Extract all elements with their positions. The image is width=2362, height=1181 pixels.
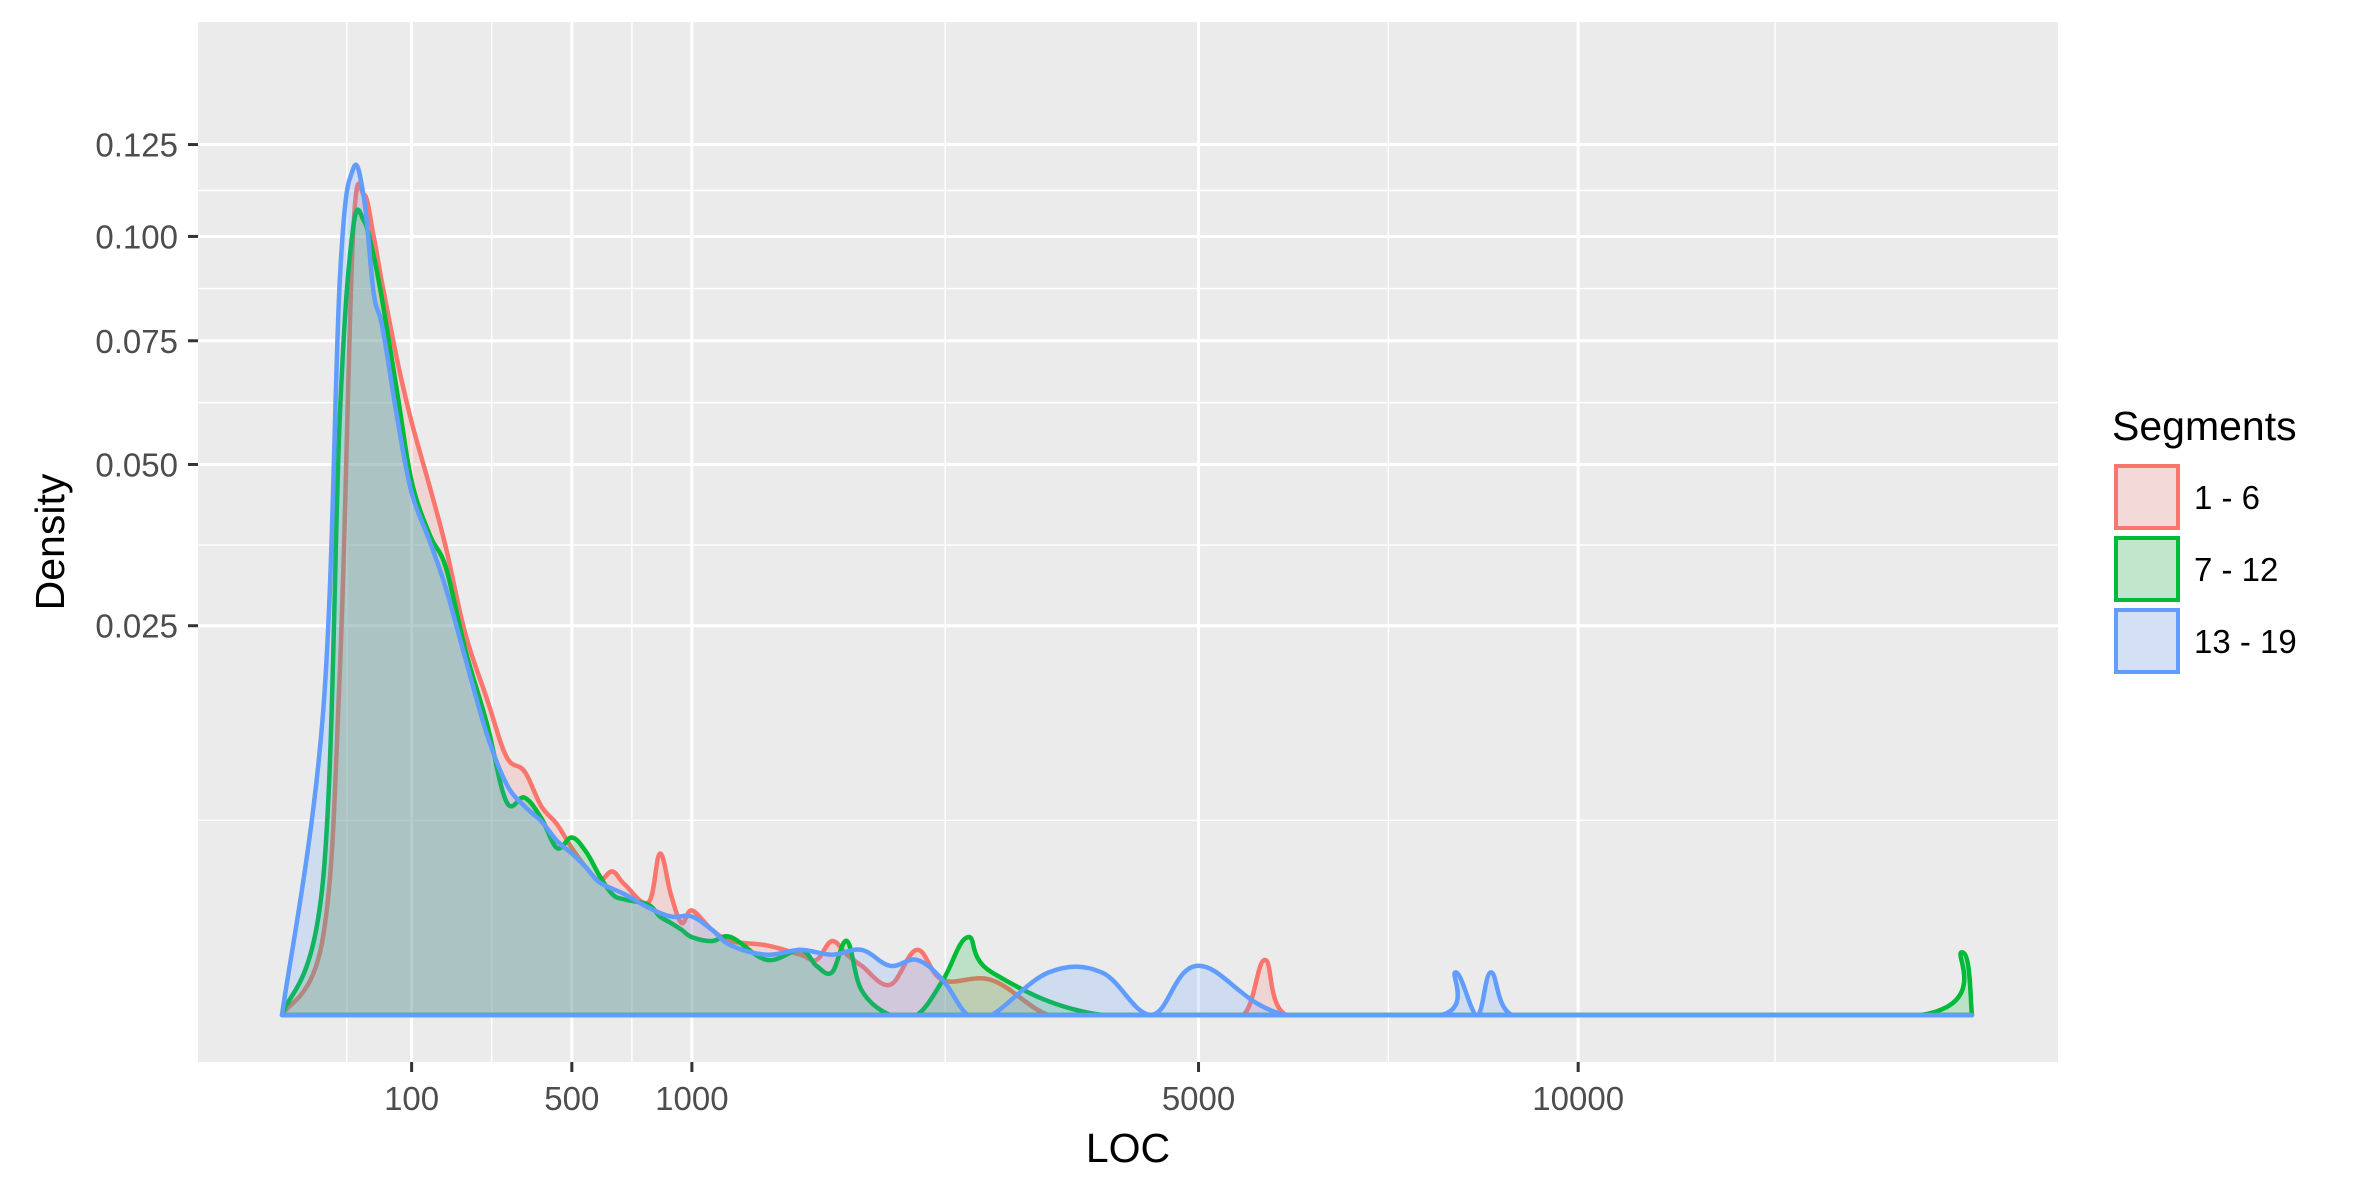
x-axis: 100 500 1000 5000 10000 [384,1062,1624,1117]
x-tick-label: 1000 [655,1080,728,1117]
x-tick-label: 100 [384,1080,439,1117]
y-axis: 0.025 0.050 0.075 0.100 0.125 [95,127,198,645]
y-tick-label: 0.025 [95,608,178,645]
legend-swatch-7-12 [2114,536,2180,602]
legend: Segments 1 - 6 7 - 12 13 - 19 [2112,403,2297,674]
x-tick-label: 500 [544,1080,599,1117]
legend-key-7-12 [2116,538,2178,600]
legend-key-13-19 [2116,610,2178,672]
major-grid-x [410,22,1580,1062]
legend-swatch-1-6 [2114,464,2180,530]
y-axis-title: Density [27,473,73,610]
density-area-7-12 [282,209,1972,1016]
legend-label-13-19: 13 - 19 [2194,623,2297,660]
x-axis-title: LOC [1086,1125,1170,1171]
y-tick-label: 0.050 [95,446,178,483]
legend-item-13-19: 13 - 19 [2114,608,2297,674]
y-tick-label: 0.125 [95,127,178,164]
legend-item-7-12: 7 - 12 [2114,536,2278,602]
legend-key-1-6 [2116,466,2178,528]
legend-swatch-13-19 [2114,608,2180,674]
x-tick-label: 5000 [1162,1080,1235,1117]
major-grid-y [198,143,2058,628]
density-line-13-19 [279,162,1975,1018]
legend-item-1-6: 1 - 6 [2114,464,2260,530]
density-series [279,162,1975,1018]
density-area-13-19 [282,164,1972,1015]
y-tick-label: 0.075 [95,323,178,360]
legend-label-1-6: 1 - 6 [2194,479,2260,516]
minor-grid-y [198,189,2058,822]
y-tick-label: 0.100 [95,218,178,255]
density-area-1-6 [282,183,1972,1015]
plot-background [198,22,2058,1062]
legend-title: Segments [2112,403,2297,449]
legend-label-7-12: 7 - 12 [2194,551,2278,588]
x-tick-label: 10000 [1532,1080,1624,1117]
